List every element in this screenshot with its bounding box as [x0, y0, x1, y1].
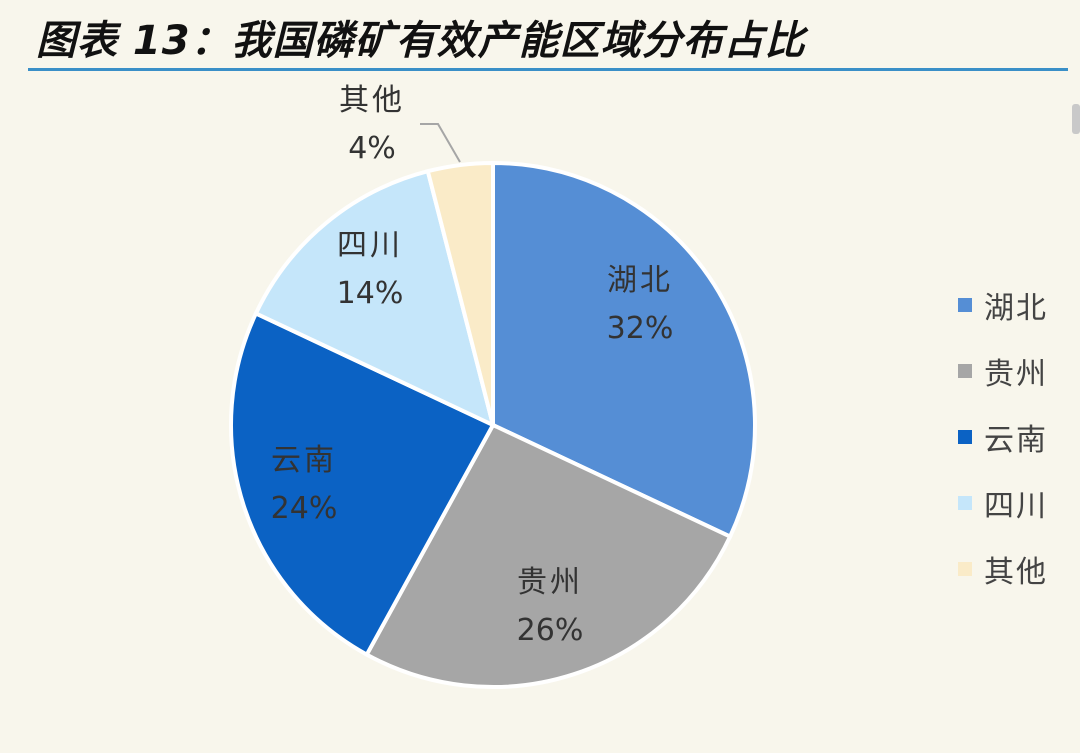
slice-percent-label-sichuan: 14% — [337, 276, 404, 311]
legend-label: 湖北 — [984, 291, 1048, 326]
pie-slice-hubei — [491, 160, 757, 540]
legend-label: 贵州 — [984, 357, 1048, 392]
legend-item-sichuan: 四川 — [958, 470, 1068, 536]
slice-name-label-hubei: 湖北 — [607, 263, 673, 298]
pie-slice-yunnan — [229, 310, 496, 658]
legend-item-other: 其他 — [958, 536, 1068, 602]
pie-slice-sichuan — [253, 168, 496, 429]
legend-item-guizhou: 贵州 — [958, 338, 1068, 404]
legend-swatch — [958, 496, 972, 510]
title-underline — [28, 68, 1068, 71]
legend-swatch — [958, 430, 972, 444]
slice-name-label-yunnan: 云南 — [271, 443, 337, 478]
slice-percent-label-yunnan: 24% — [271, 491, 338, 526]
scrollbar-thumb[interactable] — [1072, 104, 1080, 134]
legend-label: 云南 — [984, 423, 1048, 458]
pie-slice-other — [425, 160, 495, 426]
chart-title: 图表 13：我国磷矿有效产能区域分布占比 — [36, 18, 806, 64]
leader-line-other — [420, 123, 461, 163]
legend-swatch — [958, 364, 972, 378]
slice-name-label-guizhou: 贵州 — [517, 565, 583, 600]
legend-swatch — [958, 562, 972, 576]
legend-item-hubei: 湖北 — [958, 272, 1068, 338]
legend-label: 其他 — [984, 555, 1048, 590]
chart-legend: 湖北 贵州 云南 四川 其他 — [958, 272, 1068, 602]
legend-item-yunnan: 云南 — [958, 404, 1068, 470]
slice-percent-label-other: 4% — [348, 131, 396, 166]
title-bar: 图表 13：我国磷矿有效产能区域分布占比 — [0, 0, 1080, 72]
slice-name-label-other: 其他 — [339, 83, 405, 118]
slice-percent-label-guizhou: 26% — [517, 613, 584, 648]
legend-label: 四川 — [984, 489, 1048, 524]
slice-name-label-sichuan: 四川 — [337, 228, 403, 263]
slice-percent-label-hubei: 32% — [607, 311, 674, 346]
legend-swatch — [958, 298, 972, 312]
